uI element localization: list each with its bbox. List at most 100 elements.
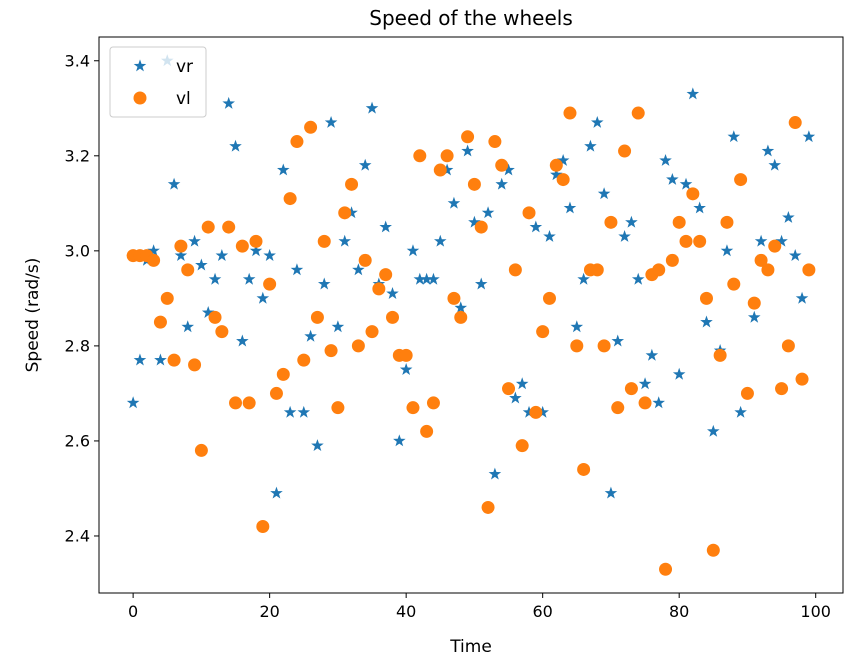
legend: vr vl	[109, 46, 207, 118]
data-point-vr	[201, 306, 215, 318]
data-point-vl	[754, 253, 768, 267]
data-point-vr	[188, 234, 201, 247]
data-point-vl	[727, 277, 741, 291]
data-point-vl	[672, 215, 686, 229]
data-point-vl	[379, 268, 393, 282]
data-point-vl	[604, 215, 618, 229]
data-point-vr	[413, 272, 427, 285]
data-point-vl	[768, 239, 782, 253]
data-point-vl	[488, 135, 502, 149]
data-point-vl	[194, 443, 208, 457]
data-point-vr	[317, 277, 331, 290]
data-point-vl	[461, 130, 475, 144]
data-point-vr	[570, 320, 584, 333]
data-point-vl	[502, 382, 516, 396]
data-point-vr	[393, 434, 406, 447]
data-point-vr	[495, 177, 508, 190]
data-point-vl	[440, 149, 454, 163]
data-point-vr	[358, 158, 372, 171]
data-point-vl	[386, 310, 400, 324]
data-point-vl	[358, 253, 372, 267]
data-point-vr	[481, 206, 495, 219]
data-point-vr	[693, 201, 706, 214]
data-point-vl	[611, 401, 625, 415]
data-point-vr	[611, 334, 625, 347]
data-point-vr	[208, 272, 222, 285]
data-point-vr	[420, 272, 433, 285]
y-tick-label: 2.4	[65, 526, 90, 545]
data-point-vl	[638, 396, 652, 410]
data-point-vl	[720, 215, 734, 229]
data-point-vr	[277, 163, 290, 176]
data-point-vl	[515, 439, 529, 453]
data-point-vr	[174, 249, 188, 261]
data-point-vl	[775, 382, 789, 396]
data-point-vl	[740, 386, 754, 400]
data-point-vr	[509, 391, 522, 404]
legend-marker-vl	[133, 91, 147, 105]
data-point-vr	[427, 272, 440, 285]
x-axis-label: Time	[449, 637, 492, 657]
data-point-vr	[659, 153, 672, 166]
x-tick-label: 80	[669, 602, 689, 621]
data-point-vl	[556, 173, 570, 187]
data-point-vl	[693, 234, 707, 248]
legend-marker-vr	[133, 59, 147, 72]
data-point-vr	[802, 130, 816, 143]
data-point-vr	[543, 229, 556, 242]
data-point-vr	[222, 96, 235, 109]
data-point-vr	[304, 329, 317, 342]
data-point-vr	[283, 405, 297, 418]
data-point-vr	[338, 234, 351, 247]
data-point-vr	[311, 439, 324, 452]
data-point-vr	[638, 377, 652, 390]
data-point-vl	[276, 367, 290, 381]
data-point-vr	[474, 277, 488, 290]
data-point-vl	[242, 396, 256, 410]
data-point-vr	[345, 206, 358, 219]
data-point-vl	[665, 253, 679, 267]
data-point-vr	[263, 249, 276, 261]
data-point-vl	[542, 291, 556, 305]
data-point-vl	[188, 358, 202, 372]
data-point-vl	[795, 372, 809, 386]
data-point-vl	[269, 386, 283, 400]
data-point-vl	[474, 220, 488, 234]
data-point-vr	[454, 301, 468, 314]
data-point-vl	[297, 353, 311, 367]
chart-title: Speed of the wheels	[369, 6, 573, 30]
data-point-vl	[467, 177, 481, 191]
data-point-vr	[536, 405, 549, 418]
data-point-vl	[399, 348, 413, 362]
data-point-vl	[570, 339, 584, 353]
data-point-vr	[597, 187, 611, 200]
data-point-vl	[788, 116, 802, 130]
data-point-vr	[365, 101, 379, 114]
data-point-vl	[529, 405, 543, 419]
data-point-vr	[297, 405, 311, 418]
data-point-vl	[659, 562, 673, 576]
data-point-vl	[304, 120, 318, 134]
data-point-vr	[242, 272, 256, 285]
legend-label-vl: vl	[176, 89, 191, 109]
data-point-vl	[331, 401, 345, 415]
data-point-vl	[652, 263, 666, 277]
data-point-vr	[577, 272, 590, 285]
data-point-vr	[652, 396, 665, 409]
data-point-vl	[147, 253, 161, 267]
data-point-vr	[727, 130, 741, 143]
data-point-vr	[720, 244, 734, 257]
data-point-vr	[679, 177, 693, 190]
data-point-vl	[713, 348, 727, 362]
data-point-vr	[290, 263, 304, 276]
data-point-vr	[591, 115, 604, 128]
data-point-vl	[426, 396, 440, 410]
data-point-vl	[699, 291, 713, 305]
data-point-vl	[317, 234, 331, 248]
data-point-vr	[440, 163, 454, 176]
data-point-vr	[386, 287, 399, 299]
data-point-vr	[686, 87, 700, 100]
data-point-vl	[802, 263, 816, 277]
data-point-vr	[747, 310, 761, 323]
data-point-vl	[747, 296, 761, 310]
